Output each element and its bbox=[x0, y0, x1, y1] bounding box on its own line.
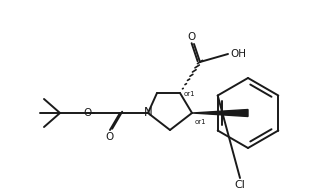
Polygon shape bbox=[192, 110, 248, 116]
Text: Cl: Cl bbox=[235, 180, 245, 190]
Text: or1: or1 bbox=[184, 91, 196, 97]
Text: O: O bbox=[106, 132, 114, 142]
Text: or1: or1 bbox=[195, 119, 207, 125]
Text: N: N bbox=[144, 106, 152, 120]
Text: OH: OH bbox=[230, 49, 246, 59]
Text: O: O bbox=[188, 32, 196, 42]
Text: O: O bbox=[84, 108, 92, 118]
